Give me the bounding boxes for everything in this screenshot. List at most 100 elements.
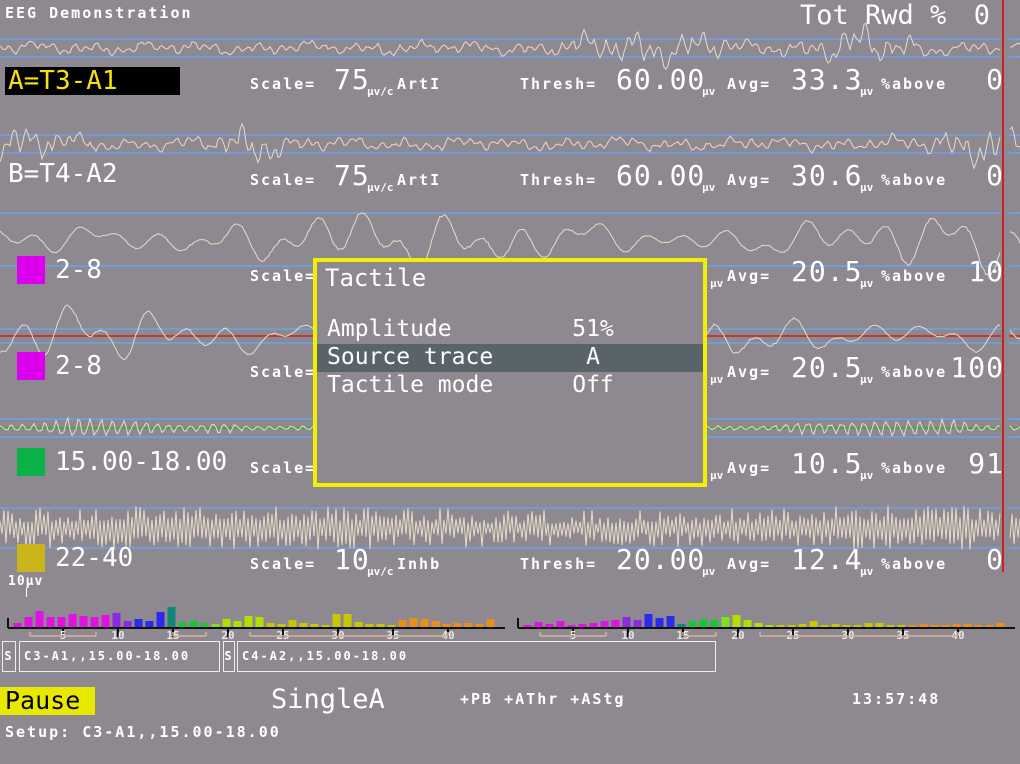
dialog-item-value[interactable]: Off (572, 372, 614, 398)
spectrum-bar (299, 623, 308, 627)
band-range-marker (682, 632, 717, 637)
band-swatch (17, 544, 45, 572)
spectrum-bar (699, 619, 708, 627)
dialog-menu-item-source-trace[interactable]: Source trace A (317, 344, 703, 372)
spectrum-bar (908, 625, 917, 627)
spectrum-bar (387, 625, 396, 627)
scale-label: Scale= (250, 555, 317, 573)
trace-waveform-2 (0, 212, 1001, 277)
spectrum-bar (864, 623, 873, 627)
above-value: 0 (986, 159, 1004, 192)
thresh-unit: µv (702, 181, 716, 194)
clock: 13:57:48 (852, 690, 941, 708)
trace-label[interactable]: 2-8 (55, 255, 102, 285)
spectrum-bar (611, 620, 620, 627)
spectrum-bar (600, 621, 609, 627)
channel-setup-box[interactable]: C4-A2,,15.00-18.00 (237, 641, 716, 672)
spectrum-bar (453, 623, 462, 627)
spectrum-bar (57, 617, 66, 627)
tactile-dialog: Tactile Amplitude 51% Source trace A Tactile… (313, 258, 707, 487)
spectrum-bar (589, 623, 598, 627)
band-swatch (17, 352, 45, 380)
spectrum-bar (431, 621, 440, 627)
left-spectrum-C3: 5 10 15 20 25 30 35 40 (7, 607, 505, 642)
scale-value[interactable]: 75 (334, 63, 370, 96)
spectrum-bar (244, 616, 253, 627)
spectrum-bar (919, 624, 928, 627)
freq-tick-label: 10 (621, 629, 634, 642)
avg-unit: µv (860, 85, 874, 98)
above-value: 100 (950, 351, 1004, 384)
spectrum-bar (200, 623, 209, 627)
trace-waveform-wrap-5 (1009, 513, 1020, 545)
avg-label: Avg= (727, 171, 772, 189)
band-range-marker (172, 632, 207, 637)
band-range-marker (539, 632, 607, 637)
thresh-value[interactable]: 60.00 (616, 63, 706, 96)
thresh-value[interactable]: 20.00 (616, 543, 706, 576)
trace-label[interactable]: B=T4-A2 (8, 159, 118, 189)
trace-waveform-5 (0, 505, 1001, 550)
spectrum-bar (288, 620, 297, 627)
frequency-spectra: 5 10 15 20 25 30 35 40 5 10 15 20 25 30 35 40 (7, 607, 1015, 642)
avg-label: Avg= (727, 363, 772, 381)
scale-label: Scale= (250, 171, 317, 189)
spectrum-bar (486, 619, 495, 627)
channel-prefix-box[interactable]: S (2, 641, 16, 672)
spectrum-bar (321, 625, 330, 627)
scale-unit: µv/c (367, 85, 394, 98)
spectrum-bar (710, 620, 719, 627)
above-value: 0 (986, 543, 1004, 576)
thresh-unit: µv (710, 469, 724, 482)
channel-prefix-box[interactable]: S (223, 641, 235, 672)
spectrum-bar (534, 622, 543, 627)
spectrum-bar (112, 613, 121, 627)
dialog-item-value[interactable]: A (586, 344, 600, 370)
spectrum-bar (101, 615, 110, 627)
thresh-unit: µv (702, 565, 716, 578)
spectrum-bar (985, 625, 994, 627)
scale-label: Scale= (250, 267, 317, 285)
dialog-item-value[interactable]: 51% (572, 316, 614, 342)
dialog-menu-item-tactile-mode[interactable]: Tactile mode Off (317, 372, 703, 400)
avg-value: 20.5 (791, 351, 863, 384)
trace-label[interactable]: 22-40 (55, 543, 134, 573)
avg-unit: µv (860, 373, 874, 386)
spectrum-bar (189, 621, 198, 627)
spectrum-bar (941, 625, 950, 627)
trace-label-selected[interactable]: A=T3-A1 (5, 67, 180, 95)
spectrum-bar (963, 624, 972, 627)
spectrum-bar (974, 625, 983, 627)
spectrum-bar (556, 621, 565, 627)
spectrum-bar (266, 623, 275, 627)
thresh-value[interactable]: 60.00 (616, 159, 706, 192)
avg-value: 20.5 (791, 255, 863, 288)
above-label: %above (881, 171, 948, 189)
band-swatch (17, 256, 45, 284)
dialog-menu-item-amplitude[interactable]: Amplitude 51% (317, 316, 703, 344)
trace-label[interactable]: 15.00-18.00 (55, 447, 228, 477)
spectrum-bar (222, 619, 231, 627)
thresh-label: Thresh= (520, 171, 598, 189)
scale-unit: µv/c (367, 181, 394, 194)
avg-unit: µv (860, 565, 874, 578)
spectrum-bar (442, 624, 451, 627)
avg-value: 12.4 (791, 543, 863, 576)
spectrum-bar (145, 621, 154, 627)
spectrum-bar (79, 616, 88, 627)
spectrum-bar (831, 624, 840, 627)
spectrum-bar (622, 617, 631, 627)
scale-value[interactable]: 75 (334, 159, 370, 192)
spectrum-bar (820, 625, 829, 627)
scale-type: ArtI (397, 75, 442, 93)
scale-value[interactable]: 10 (334, 543, 370, 576)
channel-setup-box[interactable]: C3-A1,,15.00-18.00 (19, 641, 220, 672)
thresh-unit: µv (710, 373, 724, 386)
spectrum-bar (277, 624, 286, 627)
mode-label: SingleA (271, 684, 385, 715)
band-range-marker (29, 632, 97, 637)
above-value: 91 (968, 447, 1004, 480)
pause-button[interactable]: Pause (0, 687, 95, 715)
trace-label[interactable]: 2-8 (55, 351, 102, 381)
spectrum-bar (156, 612, 165, 627)
